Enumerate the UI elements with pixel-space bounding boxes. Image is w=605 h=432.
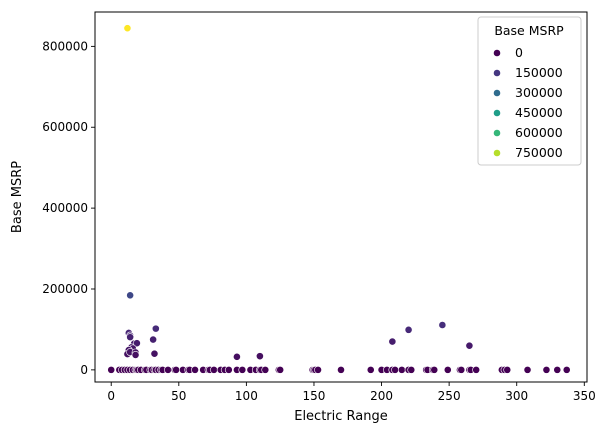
data-point — [562, 365, 571, 374]
data-point — [430, 365, 439, 374]
x-tick-label: 0 — [107, 389, 115, 403]
data-point — [438, 321, 447, 329]
data-point — [457, 365, 466, 374]
legend-label: 150000 — [515, 65, 563, 80]
data-point — [126, 291, 135, 300]
legend-marker — [493, 69, 501, 77]
y-tick-label: 800000 — [42, 39, 88, 53]
data-point — [404, 325, 413, 334]
legend-label: 750000 — [515, 145, 563, 160]
legend-label: 0 — [515, 45, 523, 60]
data-point — [407, 365, 416, 374]
legend-title: Base MSRP — [494, 23, 564, 38]
data-point — [107, 365, 116, 374]
data-point — [337, 365, 345, 374]
data-point — [553, 365, 562, 374]
x-tick-label: 150 — [303, 389, 326, 403]
y-tick-label: 0 — [80, 363, 88, 377]
data-point — [172, 365, 180, 374]
data-point — [472, 365, 481, 374]
data-point — [542, 365, 551, 374]
data-point — [443, 365, 452, 374]
data-point — [276, 365, 285, 374]
legend: Base MSRP 0 150000 300000 450000 600000 75000… — [477, 16, 582, 166]
data-point — [238, 365, 247, 374]
data-point — [123, 24, 132, 33]
data-point — [261, 365, 270, 374]
data-point — [465, 341, 474, 350]
data-point — [503, 365, 512, 374]
y-axis: 0 200000 400000 600000 800000 — [42, 39, 95, 377]
data-point — [233, 352, 241, 361]
x-tick-label: 100 — [235, 389, 258, 403]
y-axis-label: Base MSRP — [10, 161, 25, 233]
data-point — [388, 337, 397, 346]
legend-marker — [493, 49, 501, 57]
legend-marker — [493, 129, 501, 137]
legend-label: 450000 — [515, 105, 563, 120]
data-point — [133, 339, 141, 348]
legend-marker — [493, 89, 501, 97]
legend-marker — [493, 109, 501, 117]
data-point — [151, 324, 160, 333]
x-tick-label: 50 — [171, 389, 186, 403]
data-point — [210, 365, 218, 374]
data-point — [366, 365, 375, 374]
data-points — [107, 24, 571, 374]
y-tick-label: 400000 — [42, 201, 88, 215]
x-axis-label: Electric Range — [294, 409, 388, 424]
data-point — [150, 349, 159, 358]
x-axis: 0 50 100 150 200 250 300 350 — [107, 382, 596, 403]
legend-label: 600000 — [515, 125, 563, 140]
data-point — [149, 335, 158, 344]
legend-marker — [493, 149, 501, 157]
data-point — [397, 365, 406, 374]
data-point — [256, 352, 264, 361]
data-point — [523, 365, 532, 374]
legend-label: 300000 — [515, 85, 563, 100]
data-point — [164, 365, 172, 374]
legend-entries: 0 150000 300000 450000 600000 750000 — [493, 45, 563, 160]
y-tick-label: 600000 — [42, 120, 88, 134]
data-point — [126, 333, 135, 342]
data-point — [131, 351, 140, 359]
legend-frame — [477, 16, 582, 166]
x-tick-label: 350 — [573, 389, 596, 403]
x-tick-label: 250 — [438, 389, 461, 403]
data-point — [314, 365, 322, 374]
x-tick-label: 200 — [370, 389, 393, 403]
data-point — [191, 365, 199, 374]
y-tick-label: 200000 — [42, 282, 88, 296]
plot-frame — [94, 11, 588, 383]
data-point — [391, 365, 399, 374]
data-point — [224, 365, 233, 374]
x-tick-label: 300 — [505, 389, 528, 403]
